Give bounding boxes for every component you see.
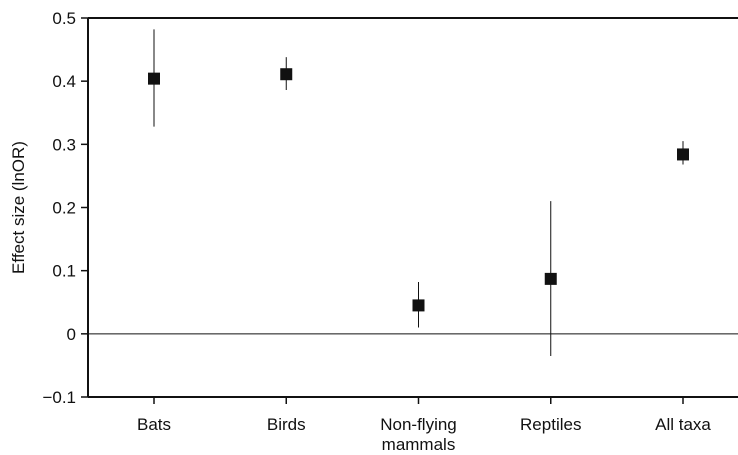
y-axis-title: Effect size (lnOR)	[9, 141, 28, 274]
y-tick-label: 0.1	[52, 262, 76, 281]
effect-size-marker	[280, 68, 293, 81]
effect-size-marker	[412, 299, 425, 312]
x-category-label: All taxa	[655, 415, 711, 434]
plot-frame	[87, 17, 738, 398]
y-tick-label: 0.3	[52, 135, 76, 154]
y-tick-label: 0	[67, 325, 76, 344]
effect-size-marker	[677, 148, 689, 161]
y-axis: 0.5 0.4 0.3 0.2 0.1 0 −0.1	[42, 9, 88, 407]
x-category-label: Birds	[267, 415, 306, 434]
effect-size-marker	[148, 72, 160, 85]
x-category-label: Bats	[137, 415, 171, 434]
x-category-label: Reptiles	[520, 415, 581, 434]
x-category-label: Non-flying	[380, 415, 457, 434]
x-category-label: mammals	[382, 435, 456, 454]
y-tick-label: 0.2	[52, 199, 76, 218]
y-tick-label: 0.5	[52, 9, 76, 28]
y-tick-label: 0.4	[52, 72, 76, 91]
y-tick-label: −0.1	[42, 388, 76, 407]
data-marks	[148, 29, 689, 356]
effect-size-marker	[544, 272, 557, 285]
